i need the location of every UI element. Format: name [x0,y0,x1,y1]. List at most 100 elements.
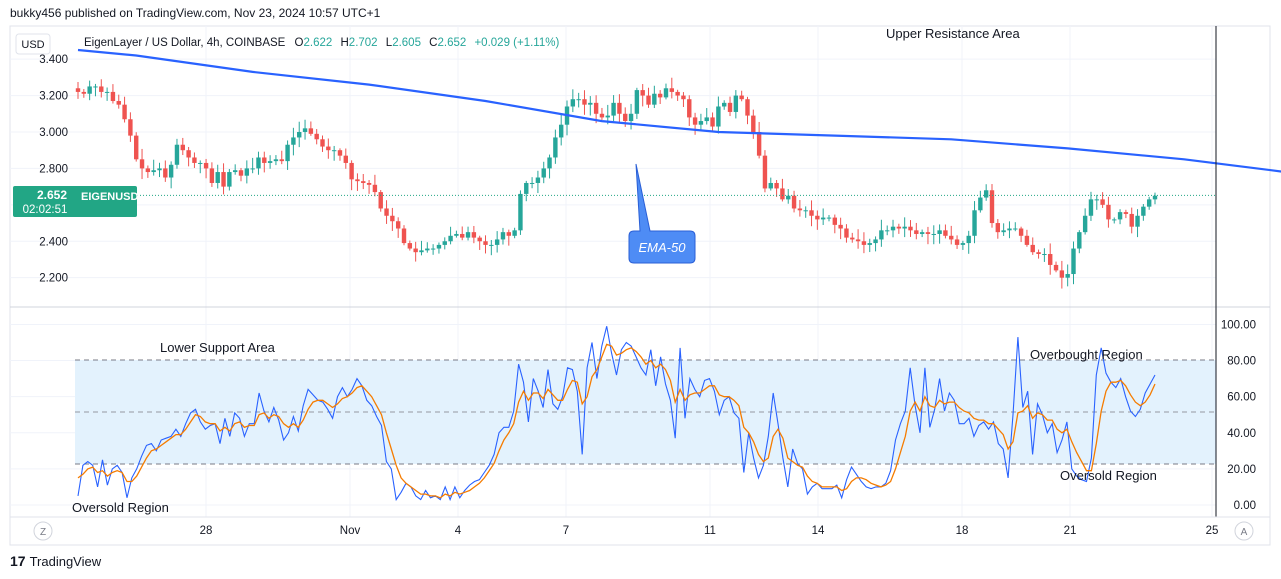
candle-body [931,233,936,235]
candle-body [820,217,826,220]
candle-body [634,90,640,114]
candle-body [826,217,832,219]
candle-body [384,208,389,216]
candle-body [727,102,733,112]
ema-callout-shape [628,163,696,264]
price-y-axis: 3.400 3.200 3.000 2.800 2.400 2.200 [39,54,68,285]
candle-body [1100,199,1105,205]
price-tick-label: 2.200 [39,273,68,285]
candle-body [1042,254,1047,256]
candle-body [1123,212,1129,214]
candle-body [1059,270,1065,278]
candle-body [215,172,220,183]
candle-body [168,164,174,178]
oscillator-slow-line [77,343,1156,499]
candle-body [331,150,337,152]
candle-body [623,113,628,122]
candle-body [355,179,360,182]
candle-body [483,241,488,245]
candle-body [605,115,610,118]
candle-body [663,88,669,98]
candle-body [1001,230,1006,233]
ema-callout-label: EMA-50 [639,240,687,255]
candle-body [506,232,511,236]
candle-body [512,230,517,236]
candle-body [320,139,325,147]
candle-body [413,248,418,253]
candle-body [937,230,942,234]
candle-body [372,184,378,193]
candle-body [704,117,709,122]
candle-body [873,239,878,244]
candle-body [768,182,773,189]
candle-body [751,115,756,132]
candle-body [157,168,162,171]
candle-body [879,230,884,240]
candle-body [716,106,721,127]
candle-body [349,162,354,180]
time-tick-label: 25 [1206,525,1219,537]
candle-body [81,91,87,94]
candle-body [145,168,151,173]
candle-body [815,215,820,220]
candles [75,77,1158,289]
candle-body [576,99,581,101]
candle-body [425,248,430,251]
candle-body [436,244,442,249]
legend-close-label: C [429,37,437,49]
candle-body [366,182,372,185]
candle-body [1065,274,1070,278]
candle-body [308,128,314,134]
candle-body [128,119,133,136]
candle-body [1077,232,1082,249]
candle-body [1018,228,1024,236]
time-axis: 28 Nov 4 7 11 14 18 21 25 [200,525,1219,537]
candle-body [494,239,500,245]
candle-body [442,241,447,245]
time-tick-label: Nov [340,525,361,537]
tradingview-logo-icon: 17 [10,553,26,569]
candle-body [1036,252,1041,255]
candle-body [681,95,686,100]
candle-body [588,102,593,105]
candle-body [896,226,902,229]
oscillator-tick-label: 40.00 [1227,428,1256,440]
lower-support-label: Lower Support Area [160,340,276,355]
legend-open-label: O [295,37,304,49]
oscillator-pane [75,326,1216,502]
candle-body [326,146,331,151]
footer-brand-text: TradingView [29,553,102,569]
legend-symbol: EigenLayer / US Dollar, 4h, COINBASE [84,37,286,49]
time-tick-label: 21 [1064,525,1077,537]
time-tick-label: 11 [704,525,716,537]
candle-body [407,243,413,249]
time-tick-label: 28 [200,525,213,537]
candle-body [698,121,704,125]
candle-body [599,113,605,118]
upper-resistance-label: Upper Resistance Area [886,26,1020,41]
candle-body [762,155,768,189]
auto-zoom-button[interactable] [33,521,53,541]
candle-body [1146,199,1152,207]
candle-body [419,250,424,253]
candle-body [861,241,867,245]
candle-body [669,88,675,92]
candle-body [273,159,279,162]
oscillator-tick-label: 100.00 [1221,319,1256,331]
price-tick-label: 3.200 [39,91,68,103]
candle-body [640,90,645,96]
time-tick-label: 4 [455,525,462,537]
candle-body [529,182,535,184]
currency-selector[interactable] [15,33,51,55]
candle-body [471,232,477,238]
candle-body [267,161,273,163]
candle-body [797,208,803,211]
candle-body [250,168,255,170]
candle-body [1053,264,1059,271]
candle-body [227,172,232,187]
candle-body [954,239,960,245]
footer-brand[interactable]: 17 TradingView [10,553,101,569]
candle-body [401,228,407,244]
auto-scale-button[interactable] [1234,521,1254,541]
